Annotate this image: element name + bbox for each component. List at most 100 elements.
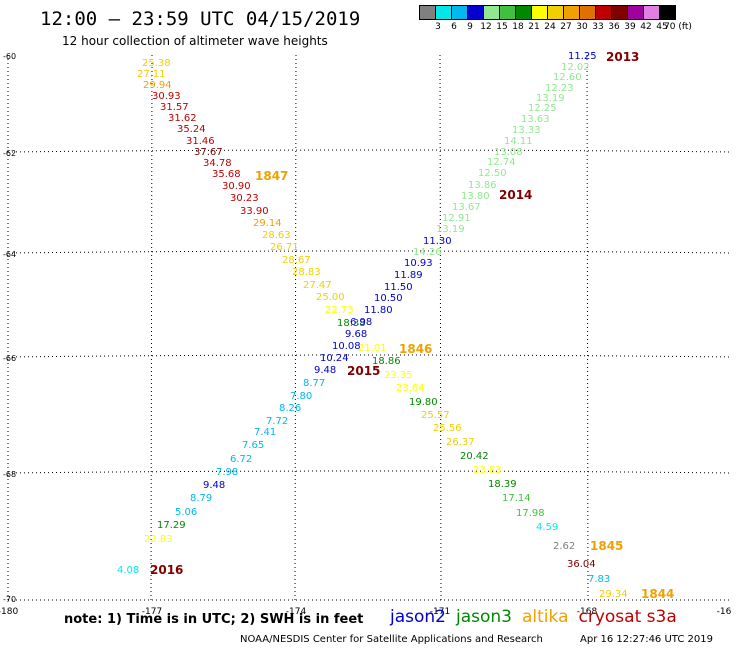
scale-label: 42 <box>640 22 652 32</box>
scale-swatch <box>659 5 676 20</box>
scale-label: 33 <box>592 22 604 32</box>
scale-label: 36 <box>608 22 620 32</box>
wave-height-label: 7.41 <box>254 427 276 438</box>
wave-height-label: 37.67 <box>194 147 223 158</box>
wave-height-label: 17.29 <box>157 520 186 531</box>
wave-height-label: 23.83 <box>473 465 502 476</box>
wave-height-label: 30.93 <box>152 91 181 102</box>
scale-label: 15 <box>496 22 508 32</box>
x-tick-label: -16 <box>717 607 732 617</box>
wave-height-label: 28.83 <box>292 267 321 278</box>
wave-height-label: 10.08 <box>332 341 361 352</box>
x-tick-label: -171 <box>430 607 450 617</box>
wave-height-label: 11.50 <box>384 282 413 293</box>
pass-time-label: 1845 <box>590 539 623 553</box>
scale-label: 18 <box>512 22 524 32</box>
wave-height-label: 2.62 <box>553 541 575 552</box>
wave-height-label: 17.14 <box>502 493 531 504</box>
footer-timestamp: Apr 16 12:27:46 UTC 2019 <box>580 634 713 645</box>
legend-item: altika <box>522 607 569 627</box>
wave-height-label: 13.67 <box>452 202 481 213</box>
wave-height-label: 29.34 <box>599 589 628 600</box>
scale-label: 9 <box>467 22 473 32</box>
scale-label: 12 <box>480 22 492 32</box>
wave-height-label: 13.63 <box>521 114 550 125</box>
wave-height-label: 23.64 <box>396 383 425 394</box>
wave-height-label: 13.19 <box>536 93 565 104</box>
wave-height-label: 12.91 <box>442 213 471 224</box>
wave-height-label: 7.65 <box>242 440 264 451</box>
wave-height-label: 13.08 <box>494 147 523 158</box>
footer-credit: NOAA/NESDIS Center for Satellite Applica… <box>240 634 543 645</box>
wave-height-label: 18.86 <box>372 356 401 367</box>
wave-height-label: 13.86 <box>468 180 497 191</box>
wave-height-label: 31.62 <box>168 113 197 124</box>
wave-height-label: 30.23 <box>230 193 259 204</box>
wave-height-label: 29.14 <box>253 218 282 229</box>
grid-line-vertical <box>586 54 589 601</box>
color-scale-bar <box>419 5 676 20</box>
wave-height-label: 8.79 <box>190 493 212 504</box>
wave-height-label: 7.80 <box>290 391 312 402</box>
grid-line-vertical <box>150 54 153 601</box>
x-tick-label: -174 <box>286 607 307 617</box>
wave-height-label: 11.89 <box>394 270 423 281</box>
pass-time-label: 1847 <box>255 169 288 183</box>
wave-height-label: 14.26 <box>413 247 442 258</box>
wave-height-label: 6.98 <box>350 317 372 328</box>
chart-subtitle: 12 hour collection of altimeter wave hei… <box>62 34 328 48</box>
wave-height-label: 11.25 <box>568 51 597 62</box>
wave-height-label: 9.48 <box>203 480 225 491</box>
wave-height-label: 26.37 <box>446 437 475 448</box>
scale-label: 21 <box>528 22 540 32</box>
wave-height-label: 25.00 <box>316 292 345 303</box>
grid-line-horizontal <box>7 470 733 474</box>
wave-height-label: 11.30 <box>423 236 452 247</box>
wave-height-label: 9.48 <box>314 365 336 376</box>
wave-height-label: 8.26 <box>279 403 301 414</box>
wave-height-label: 14.11 <box>504 136 533 147</box>
scale-label: 24 <box>544 22 556 32</box>
scale-label: 70 (ft) <box>664 22 692 32</box>
wave-height-label: 35.24 <box>177 124 206 135</box>
pass-time-label: 2014 <box>499 188 532 202</box>
wave-height-label: 5.06 <box>175 507 197 518</box>
wave-height-label: 7.83 <box>588 574 610 585</box>
wave-height-label: 25.38 <box>142 58 171 69</box>
scale-label: 6 <box>451 22 457 32</box>
wave-height-label: 13.80 <box>461 191 490 202</box>
wave-height-label: 31.46 <box>186 136 215 147</box>
color-scale-labels: 3 6 9 12 15 18 21 24 27 30 33 36 39 42 45 70 (ft) <box>420 22 730 34</box>
scale-label: 30 <box>576 22 588 32</box>
scale-label: 27 <box>560 22 572 32</box>
wave-height-label: 10.24 <box>320 353 349 364</box>
grid-line-vertical <box>439 54 442 601</box>
wave-height-label: 11.80 <box>364 305 393 316</box>
pass-time-label: 2016 <box>150 563 183 577</box>
wave-height-label: 27.11 <box>137 69 166 80</box>
wave-height-label: 30.90 <box>222 181 251 192</box>
wave-height-label: 12.50 <box>478 168 507 179</box>
wave-height-label: 8.77 <box>303 378 325 389</box>
wave-height-label: 33.90 <box>240 206 269 217</box>
y-tick-label: -62 <box>3 149 16 158</box>
wave-height-label: 31.57 <box>160 102 189 113</box>
grid-line-horizontal <box>7 354 733 358</box>
wave-height-label: 25.56 <box>433 423 462 434</box>
wave-height-label: 10.93 <box>404 258 433 269</box>
grid-line-horizontal <box>7 149 733 153</box>
pass-time-label: 1846 <box>399 342 432 356</box>
wave-height-label: 27.47 <box>303 280 332 291</box>
y-tick-label: -68 <box>3 470 16 479</box>
wave-height-label: 20.42 <box>460 451 489 462</box>
wave-height-label: 18.38 <box>337 318 366 329</box>
x-tick-label: -168 <box>577 607 598 617</box>
wave-height-label: 29.94 <box>143 80 172 91</box>
chart-title: 12:00 – 23:59 UTC 04/15/2019 <box>40 8 361 30</box>
wave-height-label: 36.04 <box>567 559 596 570</box>
wave-height-label: 28.67 <box>282 255 311 266</box>
wave-height-label: 21.01 <box>358 343 387 354</box>
wave-height-label: 17.98 <box>516 508 545 519</box>
x-tick-label: -180 <box>0 607 18 617</box>
wave-height-label: 4.59 <box>536 522 558 533</box>
